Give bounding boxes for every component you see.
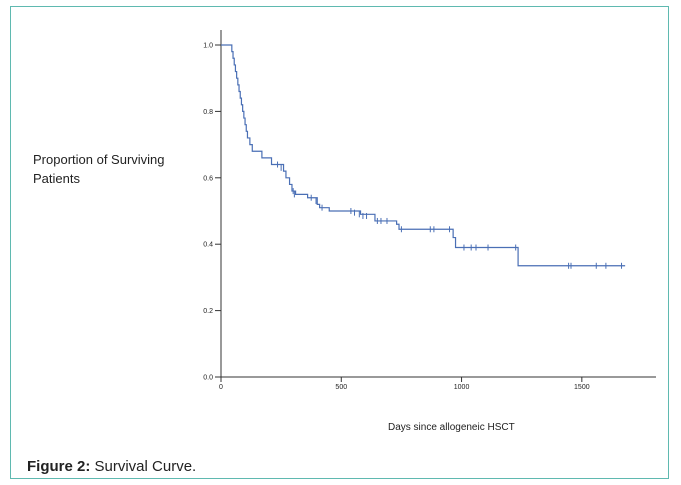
y-tick-label: 0.0	[203, 375, 213, 382]
x-tick-label: 500	[335, 384, 347, 391]
y-axis-label: Proportion of Surviving Patients	[33, 152, 165, 186]
survival-step-line	[221, 44, 626, 267]
x-tick-label: 0	[219, 384, 223, 391]
caption-label: Figure 2:	[27, 458, 91, 475]
caption-text: Survival Curve.	[90, 458, 197, 475]
x-tick-label: 1000	[454, 384, 470, 391]
figure-caption: Figure 2: Survival Curve.	[27, 458, 196, 475]
x-tick-label: 1500	[574, 384, 590, 391]
y-tick-label: 0.4	[203, 242, 213, 249]
x-axis-label: Days since allogeneic HSCT	[388, 422, 515, 433]
y-tick-label: 1.0	[203, 43, 213, 50]
y-tick-label: 0.8	[203, 109, 213, 116]
y-tick-label: 0.2	[203, 308, 213, 315]
y-tick-label: 0.6	[203, 175, 213, 182]
figure-frame	[10, 6, 669, 479]
